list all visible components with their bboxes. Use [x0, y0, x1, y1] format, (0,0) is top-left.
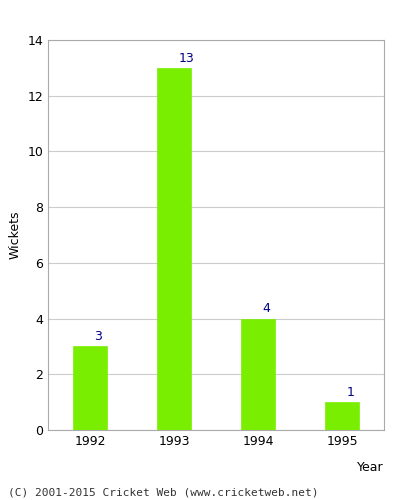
- Text: 3: 3: [94, 330, 102, 343]
- Bar: [157, 68, 191, 430]
- Text: 4: 4: [262, 302, 270, 315]
- Text: 1: 1: [346, 386, 354, 399]
- Text: (C) 2001-2015 Cricket Web (www.cricketweb.net): (C) 2001-2015 Cricket Web (www.cricketwe…: [8, 488, 318, 498]
- Text: 13: 13: [178, 52, 194, 64]
- Y-axis label: Wickets: Wickets: [9, 211, 22, 259]
- Bar: [325, 402, 359, 430]
- Bar: [241, 318, 275, 430]
- Text: Year: Year: [357, 461, 384, 474]
- Bar: [73, 346, 107, 430]
